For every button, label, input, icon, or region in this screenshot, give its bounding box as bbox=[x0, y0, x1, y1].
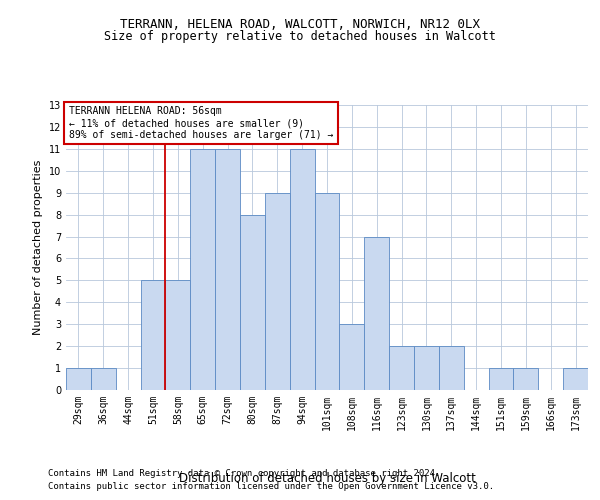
Text: TERRANN HELENA ROAD: 56sqm
← 11% of detached houses are smaller (9)
89% of semi-: TERRANN HELENA ROAD: 56sqm ← 11% of deta… bbox=[68, 106, 333, 140]
Text: Contains HM Land Registry data © Crown copyright and database right 2024.: Contains HM Land Registry data © Crown c… bbox=[48, 468, 440, 477]
Bar bbox=[414, 346, 439, 390]
Bar bbox=[488, 368, 514, 390]
Bar bbox=[314, 192, 340, 390]
Bar bbox=[439, 346, 464, 390]
Bar bbox=[389, 346, 414, 390]
Bar bbox=[190, 149, 215, 390]
Bar bbox=[215, 149, 240, 390]
Bar bbox=[91, 368, 116, 390]
Text: TERRANN, HELENA ROAD, WALCOTT, NORWICH, NR12 0LX: TERRANN, HELENA ROAD, WALCOTT, NORWICH, … bbox=[120, 18, 480, 30]
Bar bbox=[514, 368, 538, 390]
Bar bbox=[290, 149, 314, 390]
Bar bbox=[140, 280, 166, 390]
Bar bbox=[66, 368, 91, 390]
Bar bbox=[265, 192, 290, 390]
Bar bbox=[166, 280, 190, 390]
Text: Size of property relative to detached houses in Walcott: Size of property relative to detached ho… bbox=[104, 30, 496, 43]
Y-axis label: Number of detached properties: Number of detached properties bbox=[33, 160, 43, 335]
Bar bbox=[563, 368, 588, 390]
Text: Contains public sector information licensed under the Open Government Licence v3: Contains public sector information licen… bbox=[48, 482, 494, 491]
Bar bbox=[340, 324, 364, 390]
Bar bbox=[240, 214, 265, 390]
Bar bbox=[364, 236, 389, 390]
X-axis label: Distribution of detached houses by size in Walcott: Distribution of detached houses by size … bbox=[179, 472, 475, 485]
